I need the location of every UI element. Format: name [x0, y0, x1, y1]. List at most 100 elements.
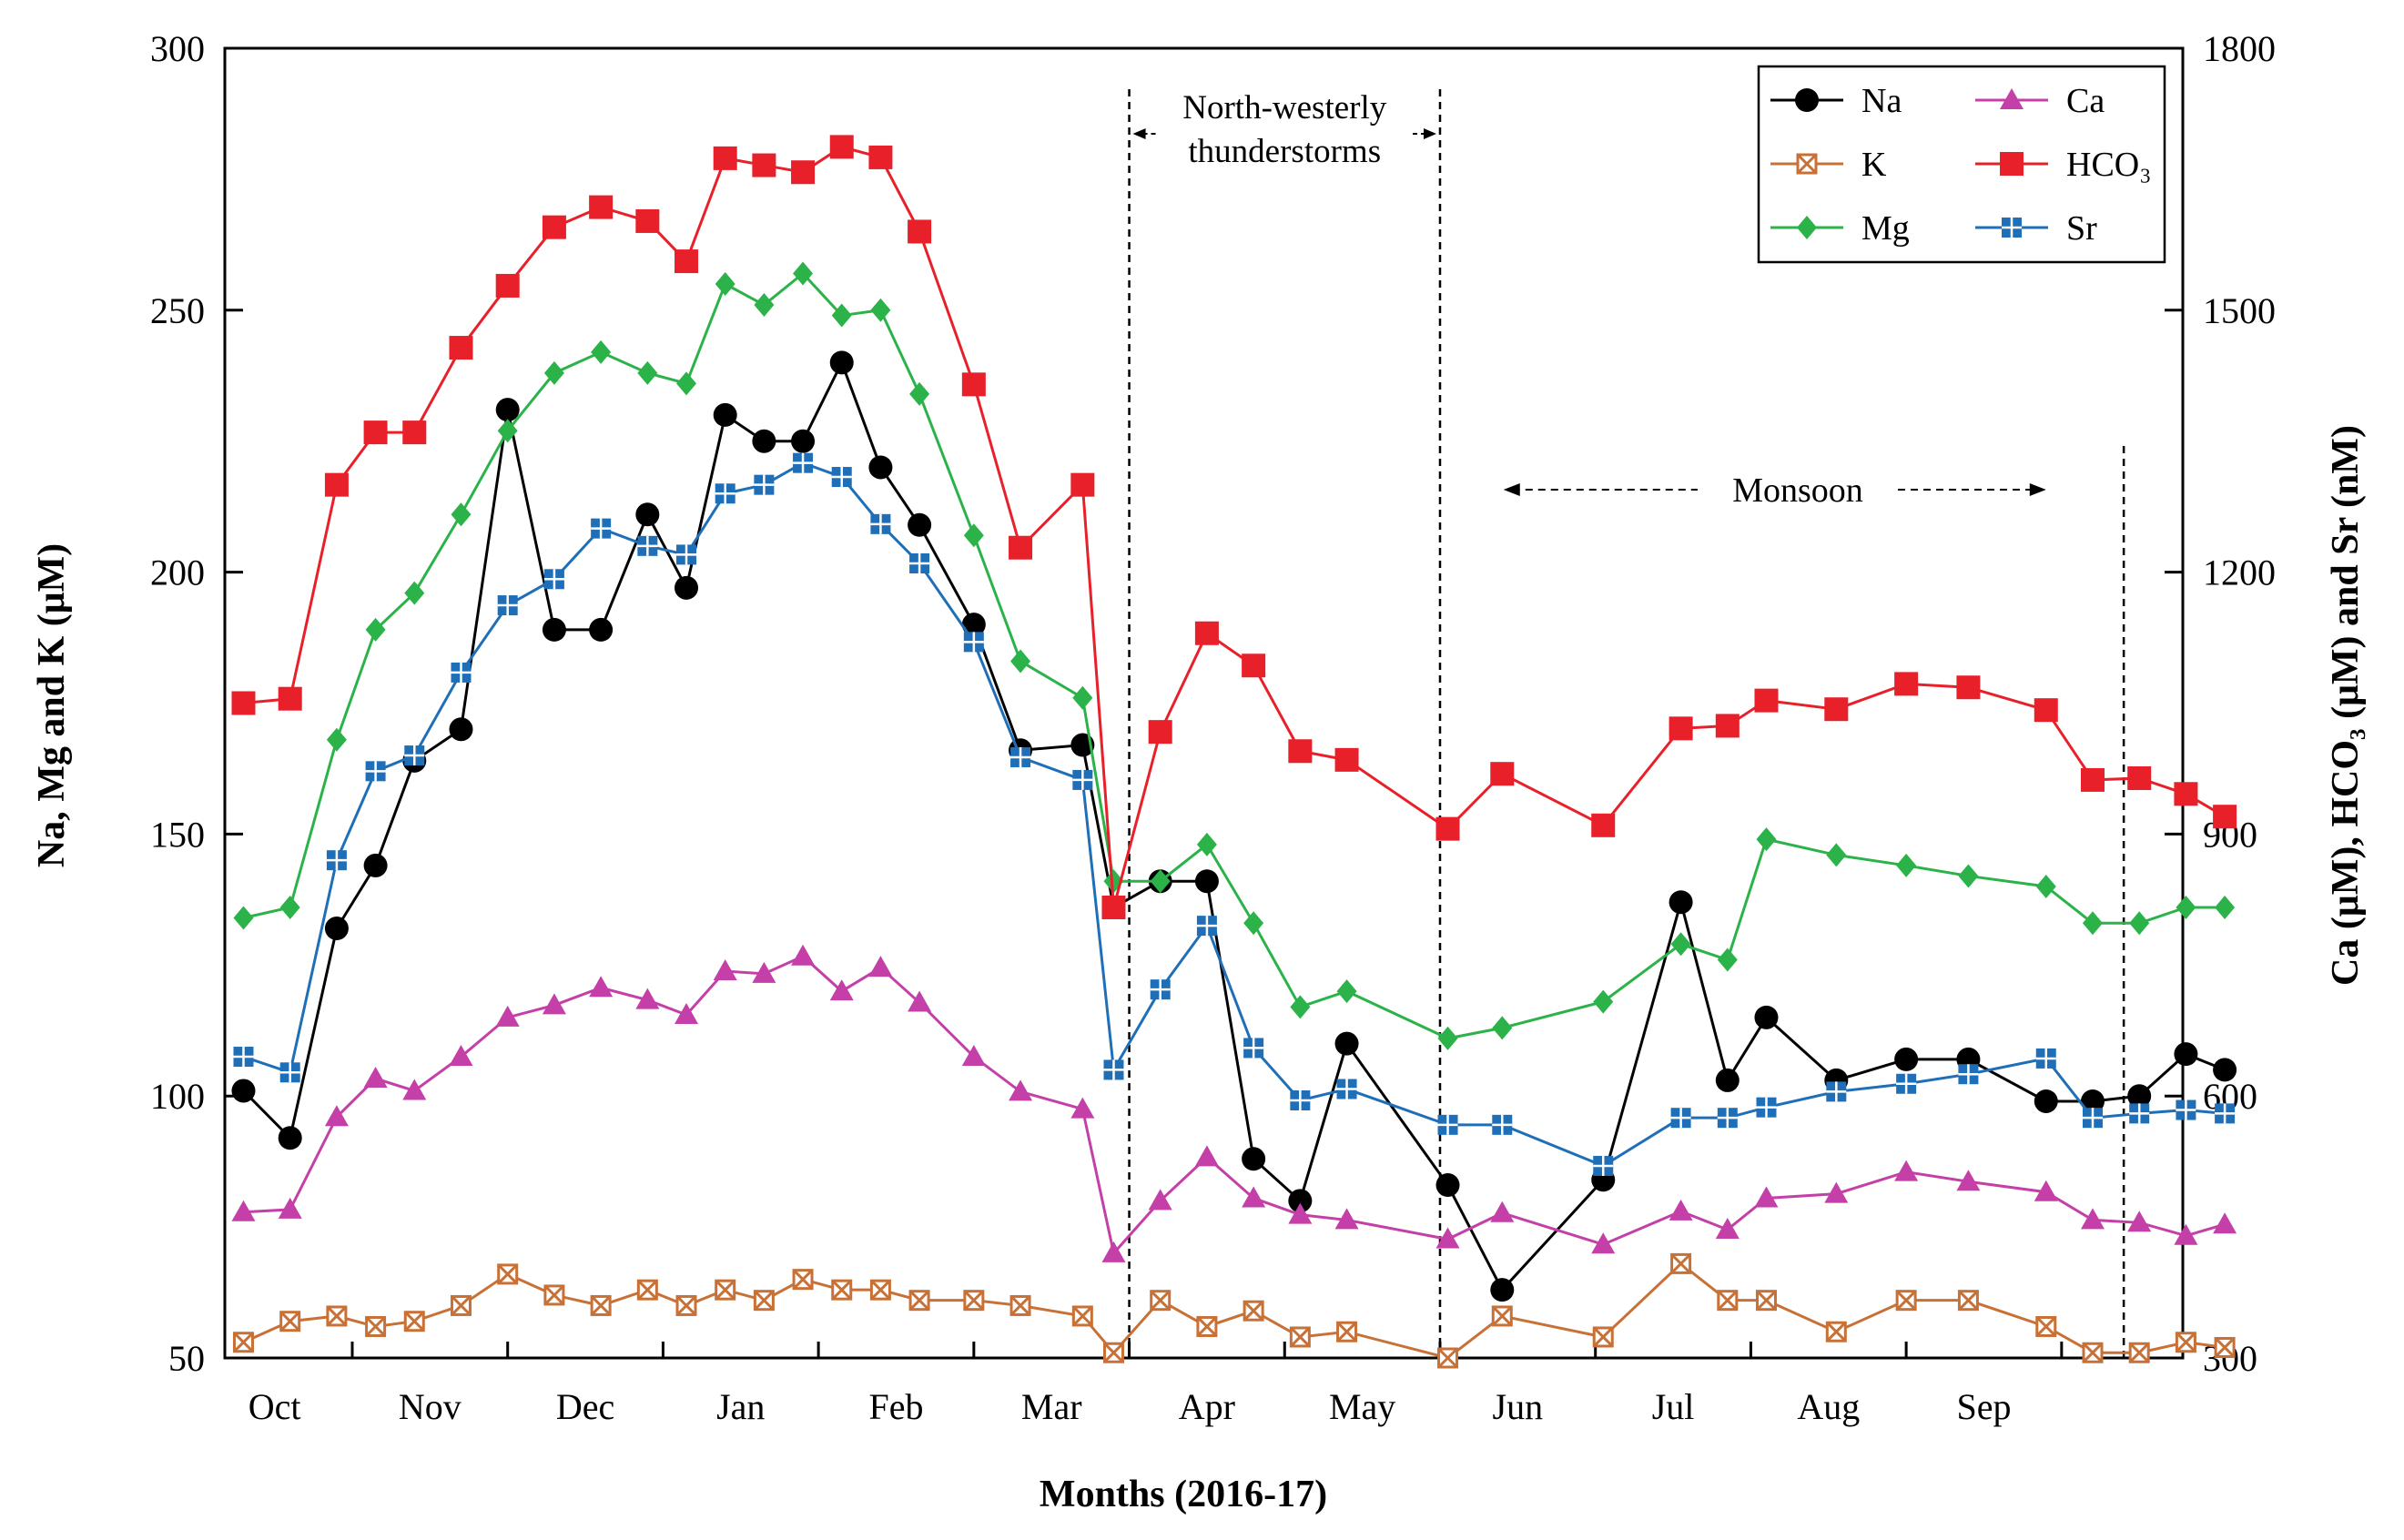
x-tick-label: Apr — [1179, 1386, 1235, 1427]
data-point-k-cross — [1243, 1301, 1264, 1322]
series-group — [231, 135, 2237, 1369]
data-point-k-cross — [909, 1290, 930, 1311]
data-point-mg — [793, 261, 814, 286]
series-na — [231, 350, 2237, 1302]
data-point-na — [495, 398, 520, 422]
data-point-hco — [589, 195, 614, 219]
data-point-ca — [2080, 1208, 2105, 1230]
arrow-left-head — [1503, 483, 1520, 496]
data-point-mg — [676, 371, 697, 396]
data-point-k-cross — [2129, 1342, 2150, 1363]
data-point-k — [831, 1279, 853, 1301]
data-point-sr-cross — [2215, 1103, 2236, 1124]
data-point-mg — [497, 419, 518, 443]
data-point-sr — [2215, 1103, 2236, 1124]
data-point-sr-cross — [1290, 1090, 1311, 1110]
data-point-sr-cross — [963, 632, 984, 653]
data-point-na — [278, 1126, 302, 1150]
series-mg — [233, 261, 2236, 1050]
data-point-hco — [1754, 688, 1779, 713]
data-point-k-cross — [870, 1280, 891, 1301]
data-point-sr — [831, 467, 852, 488]
data-point-k-cross — [2176, 1332, 2196, 1353]
data-point-hco — [635, 208, 660, 233]
data-point-k-cross — [326, 1305, 347, 1327]
data-point-k — [1102, 1342, 1124, 1363]
data-point-k-cross — [1103, 1342, 1124, 1363]
data-point-sr-cross — [1243, 1038, 1264, 1059]
data-point-ca — [908, 990, 932, 1012]
data-point-hco — [1591, 813, 1616, 837]
data-point-k — [543, 1284, 565, 1306]
data-point-mg — [365, 617, 386, 642]
data-point-sr — [497, 595, 518, 616]
data-point-k-cross — [1670, 1253, 1691, 1274]
x-tick-label: Nov — [399, 1386, 462, 1427]
annotations: North-westerly thunderstorms Monsoon — [1128, 89, 2125, 1358]
data-point-sr — [2082, 1108, 2103, 1129]
data-point-ca — [495, 1005, 520, 1027]
data-point-hco — [1009, 535, 1033, 560]
data-point-mg — [1717, 947, 1738, 972]
data-point-sr — [326, 850, 347, 871]
data-point-k — [232, 1332, 254, 1353]
data-point-sr — [1826, 1081, 1847, 1102]
data-point-sr — [1290, 1089, 1311, 1110]
data-point-ca — [1435, 1227, 1460, 1249]
data-point-hco — [1715, 714, 1740, 738]
data-point-na — [1715, 1068, 1740, 1092]
data-point-k — [1196, 1315, 1218, 1337]
data-point-sr — [591, 518, 612, 539]
data-point-sr — [1593, 1155, 1614, 1176]
data-point-ca — [1009, 1079, 1033, 1101]
data-point-k — [636, 1279, 658, 1301]
data-point-sr-cross — [793, 452, 814, 473]
data-point-na — [1435, 1173, 1460, 1198]
data-point-ca — [1591, 1232, 1616, 1254]
data-point-ca — [1101, 1241, 1126, 1262]
series-line-ca — [243, 954, 2226, 1257]
data-point-sr-cross — [2035, 1048, 2056, 1069]
data-point-k — [2035, 1315, 2057, 1337]
series-line-k — [242, 1261, 2226, 1360]
legend-label-ca: Ca — [2066, 82, 2105, 120]
data-point-mg — [1896, 853, 1917, 877]
data-point-k — [1755, 1290, 1777, 1312]
data-point-sr-cross — [2176, 1099, 2196, 1120]
data-point-sr-cross — [1010, 746, 1031, 767]
data-point-ca — [1715, 1217, 1740, 1239]
data-point-sr-cross — [365, 761, 386, 782]
data-point-sr — [754, 474, 775, 495]
data-point-mg — [279, 895, 300, 919]
data-point-sr — [1150, 979, 1171, 1000]
data-point-k-cross — [365, 1316, 386, 1337]
data-point-k — [1437, 1347, 1459, 1369]
data-point-mg — [591, 339, 612, 364]
data-point-k — [1071, 1305, 1093, 1327]
data-point-k-cross — [279, 1311, 300, 1332]
data-point-k-cross — [1593, 1326, 1614, 1348]
data-point-k-cross — [754, 1290, 775, 1311]
data-point-ca — [1242, 1186, 1266, 1208]
data-point-sr — [451, 662, 472, 683]
data-point-sr — [1492, 1114, 1513, 1135]
data-point-sr-cross — [1717, 1108, 1738, 1129]
data-point-ca — [1824, 1181, 1849, 1203]
data-point-mg — [831, 303, 852, 328]
legend-marker-ca — [2000, 88, 2024, 109]
data-point-hco — [1101, 895, 1126, 919]
data-point-sr — [909, 553, 930, 574]
data-point-na — [675, 575, 699, 600]
data-point-sr-cross — [2129, 1103, 2150, 1124]
data-point-k — [715, 1279, 736, 1301]
data-point-sr — [1756, 1097, 1777, 1118]
data-point-sr-cross — [279, 1062, 300, 1083]
data-point-sr-cross — [1103, 1059, 1124, 1080]
data-point-k — [590, 1294, 612, 1316]
data-point-hco — [868, 145, 893, 169]
data-point-sr — [637, 535, 658, 556]
data-point-mg — [1010, 649, 1031, 674]
legend-label-k: K — [1861, 146, 1887, 184]
data-point-na — [908, 512, 932, 537]
data-point-ca — [363, 1067, 388, 1089]
